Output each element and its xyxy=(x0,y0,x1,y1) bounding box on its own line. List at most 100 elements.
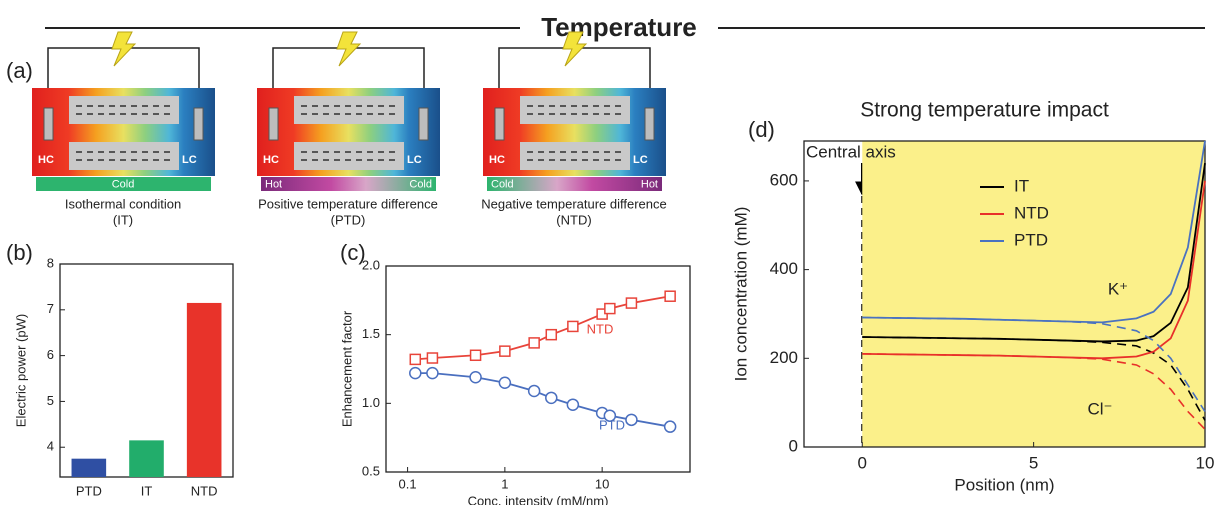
temperature-label: Hot xyxy=(265,178,282,190)
schematic: HC LC Hot Cold Positive temperature differen… xyxy=(257,31,440,227)
legend-label: PTD xyxy=(1014,230,1048,249)
x-tick-label: 5 xyxy=(1029,453,1038,472)
marker xyxy=(566,398,580,411)
lightning-icon xyxy=(562,31,588,67)
membrane-wall xyxy=(294,96,404,124)
y-tick-label: 2.0 xyxy=(362,257,380,272)
series-line xyxy=(862,180,1206,360)
y-tick-label: 600 xyxy=(770,170,798,189)
panel-label: (d) xyxy=(748,117,775,142)
marker xyxy=(545,391,558,405)
plot-background xyxy=(862,141,1205,447)
electrode xyxy=(268,107,279,141)
chart: 0.5 1.0 1.5 2.0 0.1 1 10 Enhancement factor Conc… xyxy=(339,257,691,505)
marker xyxy=(625,297,638,309)
plot-frame xyxy=(803,140,1206,448)
caption: Positive temperature difference xyxy=(258,196,438,211)
temperature-label: Hot xyxy=(641,178,658,190)
membrane-wall xyxy=(69,142,179,170)
annotation: Central axis xyxy=(806,142,896,161)
series-label: PTD xyxy=(599,417,625,432)
marker xyxy=(567,320,579,333)
header-title: Temperature xyxy=(541,12,697,42)
reservoir-label: HC xyxy=(263,154,279,166)
membrane-wall xyxy=(520,142,630,170)
marker xyxy=(603,409,617,422)
y-tick-label: 4 xyxy=(47,439,54,454)
marker xyxy=(663,420,677,433)
caption: (NTD) xyxy=(556,212,591,227)
membrane-wall xyxy=(520,96,630,124)
panel-label: (b) xyxy=(6,240,33,265)
x-tick-label: 10 xyxy=(1196,453,1215,472)
x-tick-label: IT xyxy=(141,483,153,498)
bar xyxy=(71,458,107,477)
y-tick-label: 0.5 xyxy=(362,463,380,478)
x-axis-label: Position (nm) xyxy=(954,476,1054,495)
temperature-bar xyxy=(261,177,436,191)
marker xyxy=(469,349,482,362)
x-tick-label: 1 xyxy=(501,476,508,491)
x-tick-label: 0.1 xyxy=(399,476,417,491)
temperature-bar xyxy=(487,177,662,191)
marker xyxy=(527,384,541,398)
y-tick-label: 1.5 xyxy=(362,326,380,341)
series-label: NTD xyxy=(587,321,614,336)
reservoir-label: LC xyxy=(407,154,422,166)
y-axis-label: Enhancement factor xyxy=(339,310,354,427)
temperature-label: Cold xyxy=(491,178,514,190)
marker xyxy=(545,328,558,341)
annotation: Cl⁻ xyxy=(1087,399,1112,418)
plot-frame xyxy=(385,265,691,473)
x-tick-label: 10 xyxy=(595,476,609,491)
series-line xyxy=(862,140,1206,324)
marker xyxy=(499,345,511,357)
schematic: HC LC Cold Hot Negative temperature differen… xyxy=(481,31,667,227)
y-tick-label: 7 xyxy=(47,301,54,316)
reservoir-label: HC xyxy=(489,154,505,166)
marker xyxy=(426,366,439,380)
x-tick-label: NTD xyxy=(191,483,218,498)
caption: Negative temperature difference xyxy=(481,196,666,211)
marker xyxy=(604,302,616,315)
electrode xyxy=(193,107,204,141)
marker xyxy=(664,290,676,302)
electrode xyxy=(644,107,655,141)
membrane-wall xyxy=(294,142,404,170)
y-tick-label: 200 xyxy=(770,348,798,367)
bar xyxy=(129,440,164,477)
lightning-icon xyxy=(111,31,137,67)
legend-label: NTD xyxy=(1014,203,1049,222)
y-tick-label: 400 xyxy=(770,259,798,278)
y-tick-label: 5 xyxy=(47,393,54,408)
electrode xyxy=(494,107,505,141)
marker xyxy=(528,337,540,349)
chart-title: Strong temperature impact xyxy=(860,99,1109,122)
y-tick-label: 8 xyxy=(47,255,54,270)
marker xyxy=(625,413,638,427)
temperature-bar xyxy=(36,177,211,191)
schematic: HC LC Cold Isothermal condition(IT) xyxy=(32,31,215,227)
temperature-label: Cold xyxy=(409,178,432,190)
x-axis-label: Conc. intensity (mM/nm) xyxy=(468,493,609,505)
y-tick-label: 0 xyxy=(789,436,798,455)
marker xyxy=(498,376,512,389)
marker xyxy=(409,353,422,366)
marker xyxy=(469,370,482,384)
reservoir-label: LC xyxy=(633,154,648,166)
chart: 4 5 6 7 8 Electric power (pW) PTD IT NTD xyxy=(13,255,234,498)
marker xyxy=(409,366,422,380)
y-tick-label: 6 xyxy=(47,347,54,362)
y-tick-label: 1.0 xyxy=(362,395,380,410)
y-axis-label: Ion concentration (mM) xyxy=(731,207,750,382)
bar xyxy=(186,302,222,477)
caption: (IT) xyxy=(113,212,133,227)
x-tick-label: PTD xyxy=(76,483,102,498)
panel-label: (c) xyxy=(340,240,366,265)
lightning-icon xyxy=(336,31,362,67)
caption: (PTD) xyxy=(331,212,366,227)
caption: Isothermal condition xyxy=(65,196,181,211)
electrode xyxy=(43,107,54,141)
panel-label: (a) xyxy=(6,58,33,83)
